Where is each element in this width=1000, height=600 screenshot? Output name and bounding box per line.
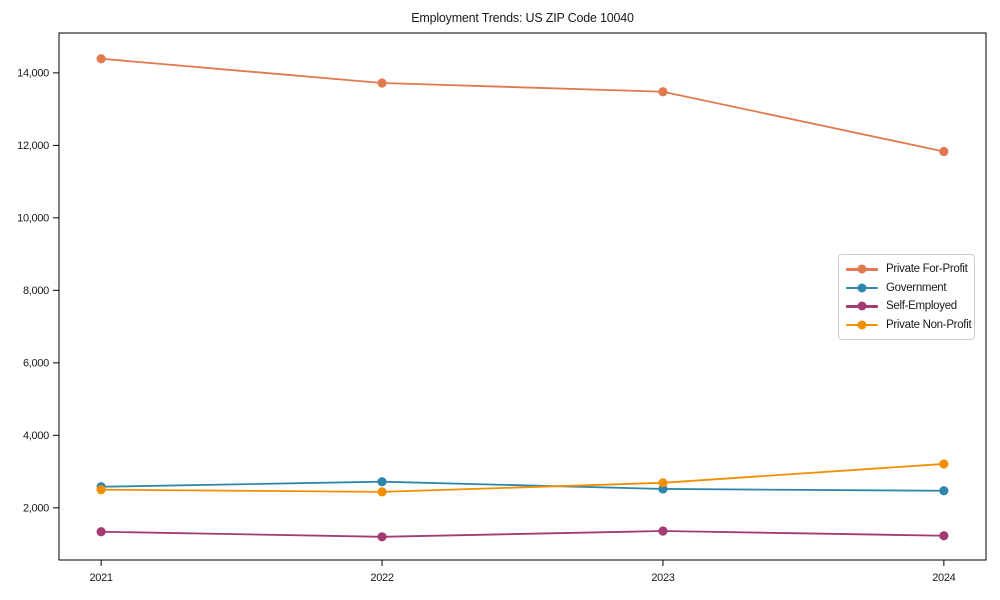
y-tick-label: 12,000 [17,140,49,152]
chart-title: Employment Trends: US ZIP Code 10040 [411,11,634,25]
legend-label: Private Non-Profit [886,318,972,331]
data-point-marker [939,486,949,496]
x-tick-label: 2022 [370,572,393,584]
series-line [101,530,944,538]
data-point-marker [96,527,106,537]
data-point-marker [96,485,106,495]
legend-row: Private Non-Profit [846,316,972,335]
y-tick-label: 10,000 [17,213,49,225]
data-point-marker [96,54,106,64]
data-point-marker [377,477,387,487]
data-point-marker [377,487,387,497]
data-point-marker [377,78,387,88]
series-line [101,57,945,153]
legend-line-marker [846,301,878,311]
data-point-marker [658,478,668,488]
y-tick-label: 2,000 [23,503,49,515]
data-point-marker [658,526,668,536]
legend-dot-icon [857,264,867,274]
legend-dot-icon [857,283,867,293]
legend-line-marker [846,320,878,330]
y-tick-label: 4,000 [23,430,49,442]
legend-label: Self-Employed [886,300,957,313]
y-tick-label: 6,000 [23,358,49,370]
data-point-marker [377,532,387,542]
series-line [101,480,944,492]
legend-line-marker [846,283,878,293]
legend-row: Government [846,279,967,298]
data-point-marker [939,531,949,541]
legend-dot-icon [857,320,867,330]
data-point-marker [658,87,668,97]
legend-dot-icon [857,301,867,311]
plot-border [58,32,987,561]
legend-line-marker [846,264,878,274]
data-point-marker [939,146,949,157]
legend-row: Private For-Profit [846,260,968,279]
y-tick-label: 8,000 [23,285,49,297]
x-tick-label: 2024 [932,572,955,584]
data-point-marker [939,459,949,469]
y-tick-label: 14,000 [17,68,49,80]
legend-row: Self-Employed [846,297,967,316]
series-line [101,463,944,493]
legend: Private For-Profit Government Self-Emplo… [838,254,975,340]
legend-label: Private For-Profit [886,263,968,276]
x-tick-label: 2021 [89,572,112,584]
legend-label: Government [886,281,947,294]
x-tick-label: 2023 [651,572,674,584]
